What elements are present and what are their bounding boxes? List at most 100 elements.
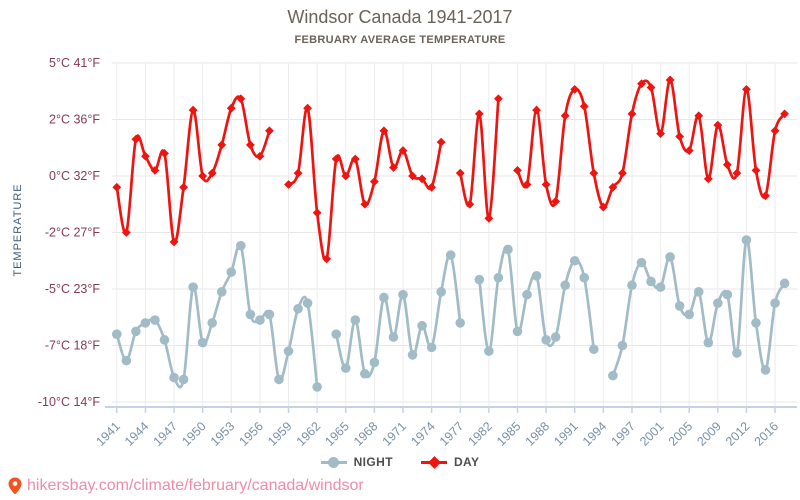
day-point <box>494 94 503 104</box>
day-point <box>732 168 742 178</box>
night-point <box>703 337 714 348</box>
day-point <box>408 171 417 181</box>
night-point <box>312 382 322 392</box>
night-point <box>732 348 742 358</box>
x-tick-label: 1982 <box>465 419 495 449</box>
x-tick-label: 1968 <box>351 419 381 449</box>
night-point <box>417 320 427 331</box>
night-point <box>550 332 561 342</box>
night-point <box>484 346 494 356</box>
night-point <box>426 342 437 353</box>
night-point <box>455 318 466 328</box>
page-title: Windsor Canada 1941-2017 <box>287 7 513 27</box>
day-point <box>455 168 465 178</box>
night-point <box>407 350 418 360</box>
day-point <box>551 197 561 206</box>
night-point <box>522 289 532 300</box>
day-point <box>427 182 437 192</box>
x-tick-label: 1994 <box>580 419 610 449</box>
night-point <box>159 335 170 345</box>
night-point <box>579 272 590 283</box>
night-point <box>226 267 237 277</box>
x-tick-label: 2009 <box>694 419 724 449</box>
night-point <box>150 315 160 325</box>
day-line <box>516 78 786 209</box>
x-tick-label: 1950 <box>179 419 209 449</box>
night-point <box>684 309 694 320</box>
x-tick-label: 1956 <box>236 419 266 449</box>
day-point <box>589 168 599 178</box>
day-point <box>369 177 379 187</box>
night-point <box>751 318 761 328</box>
x-tick-label: 1991 <box>551 419 581 449</box>
x-tick-label: 1985 <box>494 419 524 449</box>
day-point <box>694 111 704 121</box>
day-point <box>465 199 475 209</box>
day-point <box>398 146 408 155</box>
night-point <box>255 315 265 325</box>
night-point <box>646 276 656 287</box>
night-point <box>741 235 752 245</box>
night-point <box>636 257 647 268</box>
night-point <box>236 240 246 251</box>
y-tick-label: -5°C 23°F <box>45 282 101 296</box>
night-point <box>693 287 704 297</box>
night-point <box>436 287 446 297</box>
legend-label-day: DAY <box>453 455 480 469</box>
day-point <box>255 151 265 161</box>
day-point <box>780 109 789 119</box>
night-point <box>245 309 256 320</box>
night-point <box>293 303 303 314</box>
night-point <box>283 346 294 356</box>
x-tick-label: 1953 <box>208 419 238 449</box>
day-point <box>389 163 398 172</box>
night-line <box>115 243 319 389</box>
night-point <box>379 292 389 303</box>
day-point <box>379 126 389 136</box>
night-point <box>140 318 151 328</box>
night-point <box>188 282 198 292</box>
day-point <box>656 129 665 139</box>
night-point <box>302 298 313 308</box>
y-tick-label: 0°C 32°F <box>49 169 100 183</box>
day-point <box>684 146 694 155</box>
day-point <box>436 137 446 147</box>
day-point <box>560 111 570 121</box>
day-point <box>350 154 360 164</box>
night-point <box>216 287 227 297</box>
night-point <box>617 340 628 351</box>
y-tick-label: -10°C 14°F <box>38 395 100 409</box>
day-point <box>360 199 370 209</box>
night-point <box>264 309 275 320</box>
legend-item-day: DAY <box>420 455 480 469</box>
y-axis-title: TEMPERATURE <box>12 183 24 277</box>
night-point <box>541 335 551 345</box>
night-point <box>569 255 580 266</box>
x-tick-label: 2001 <box>637 419 667 449</box>
x-tick-label: 1941 <box>93 419 123 449</box>
day-point <box>703 174 713 184</box>
x-tick-label: 2016 <box>752 419 782 449</box>
night-point <box>369 357 380 368</box>
night-point <box>474 274 485 285</box>
day-point <box>570 84 580 94</box>
night-point <box>121 355 132 366</box>
day-point <box>217 140 227 150</box>
day-point <box>236 94 246 104</box>
day-point <box>646 83 656 92</box>
day-point <box>112 182 122 192</box>
day-line <box>115 95 271 244</box>
x-tick-label: 1959 <box>265 419 295 449</box>
night-point <box>674 301 685 311</box>
night-point <box>360 368 370 379</box>
x-tick-label: 1988 <box>523 419 553 449</box>
day-point <box>761 191 770 201</box>
day-point <box>331 154 341 164</box>
night-point <box>531 271 542 281</box>
x-tick-label: 1962 <box>294 419 324 449</box>
night-point <box>340 363 351 373</box>
x-tick-label: 1944 <box>122 419 152 449</box>
day-point <box>150 165 160 175</box>
footer-link[interactable]: hikersbay.com/climate/february/canada/wi… <box>27 477 364 494</box>
